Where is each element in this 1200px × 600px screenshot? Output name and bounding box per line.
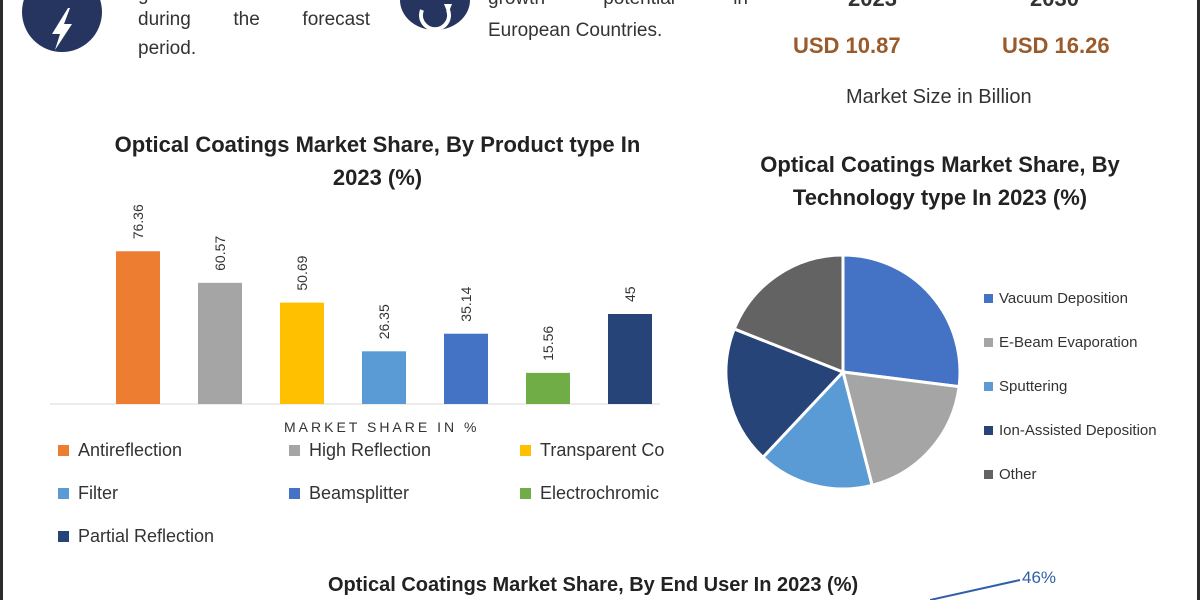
legend-swatch <box>58 445 69 456</box>
bar-legend-item: Transparent Co <box>520 440 664 461</box>
legend-label: Electrochromic <box>540 483 660 503</box>
end-user-line <box>930 579 1021 600</box>
bar-chart-title: Optical Coatings Market Share, By Produc… <box>114 132 641 190</box>
bar-2 <box>280 302 324 404</box>
header-middle-text: European Countries. <box>488 20 663 41</box>
bar-legend-item: Filter <box>58 483 118 504</box>
legend-label: E-Beam Evaporation <box>999 333 1138 351</box>
pie-slice-1 <box>840 370 961 488</box>
pie-slice-4 <box>732 253 845 375</box>
bar-legend-item: High Reflection <box>289 440 431 461</box>
bar-value-label-5: 15.56 <box>540 326 556 361</box>
bar-0 <box>116 251 160 404</box>
legend-label: Partial Reflection <box>78 526 215 546</box>
bar-value-label-1: 60.57 <box>212 236 228 271</box>
legend-label: Transparent Co <box>540 440 665 460</box>
pie-chart-title: Optical Coatings Market Share, By Techno… <box>760 152 1120 210</box>
header-left-text-top: growth <box>138 0 370 6</box>
bar-4 <box>444 333 488 404</box>
header-left-line-2: period. <box>138 38 197 59</box>
bar-value-label-0: 76.36 <box>130 204 146 239</box>
header-middle-word-3: in <box>733 0 748 10</box>
legend-label: Filter <box>78 483 118 503</box>
header-left-text: during the forecast period. <box>138 5 370 63</box>
bar-legend-item: Antireflection <box>58 440 182 461</box>
pie-legend-item: Vacuum Deposition <box>984 276 1157 320</box>
legend-label: Antireflection <box>78 440 183 460</box>
end-user-chart-title: Optical Coatings Market Share, By End Us… <box>328 574 859 596</box>
bar-value-label-4: 35.14 <box>458 286 474 321</box>
legend-label: Other <box>999 465 1037 483</box>
legend-swatch <box>289 445 300 456</box>
header-middle-word-2: potential <box>603 0 675 10</box>
bar-value-label-2: 50.69 <box>294 255 310 290</box>
market-value-end: USD 16.26 <box>1002 33 1110 58</box>
bar-chart-xlabel: MARKET SHARE IN % <box>284 419 480 435</box>
legend-label: Sputtering <box>999 377 1068 395</box>
header-middle-word-1: growth <box>488 0 545 10</box>
legend-swatch <box>984 425 993 435</box>
growth-arrow-icon <box>400 0 470 30</box>
bar-legend-item: Electrochromic <box>520 483 659 504</box>
bar-value-label-3: 26.35 <box>376 304 392 339</box>
legend-swatch <box>984 381 993 391</box>
pie-chart-legend: Vacuum Deposition E-Beam Evaporation Sputt… <box>984 276 1157 496</box>
legend-swatch <box>58 488 69 499</box>
bar-5 <box>526 372 570 404</box>
market-size-label: Market Size in Billion <box>846 86 1032 108</box>
pie-legend-item: Ion-Assisted Deposition <box>984 408 1157 452</box>
bar-legend-item: Beamsplitter <box>289 483 409 504</box>
pie-chart <box>724 253 962 491</box>
pie-legend-item: E-Beam Evaporation <box>984 320 1157 364</box>
bar-6 <box>608 314 652 404</box>
pie-slice-2 <box>760 368 874 491</box>
lightning-bolt-icon <box>22 0 102 52</box>
bar-3 <box>362 351 406 404</box>
legend-swatch <box>984 337 993 347</box>
legend-swatch <box>984 293 993 303</box>
pie-legend-item: Sputtering <box>984 364 1157 408</box>
end-user-data-label: 46% <box>1022 568 1057 587</box>
bar-value-label-6: 45 <box>622 286 638 302</box>
year-start: 2023 <box>848 0 897 12</box>
market-value-start: USD 10.87 <box>793 33 901 58</box>
header-middle-text-top: growth potential in <box>488 0 748 10</box>
year-end: 2030 <box>1030 0 1079 12</box>
bar-1 <box>198 282 242 404</box>
legend-label: Vacuum Deposition <box>999 289 1128 307</box>
legend-swatch <box>984 469 993 479</box>
legend-label: Beamsplitter <box>309 483 410 503</box>
legend-swatch <box>520 488 531 499</box>
legend-swatch <box>520 445 531 456</box>
bar-chart: 76.36 60.57 50.69 26.35 35.14 15.56 45 <box>50 204 660 405</box>
pie-legend-item: Other <box>984 452 1157 496</box>
header-left-line-1: during the forecast <box>138 9 370 30</box>
legend-swatch <box>58 531 69 542</box>
legend-label: High Reflection <box>309 440 432 460</box>
legend-swatch <box>289 488 300 499</box>
bar-legend-item: Partial Reflection <box>58 526 214 547</box>
end-user-line-segment <box>930 579 1021 600</box>
legend-label: Ion-Assisted Deposition <box>999 421 1157 439</box>
pie-slice-0 <box>841 253 962 389</box>
